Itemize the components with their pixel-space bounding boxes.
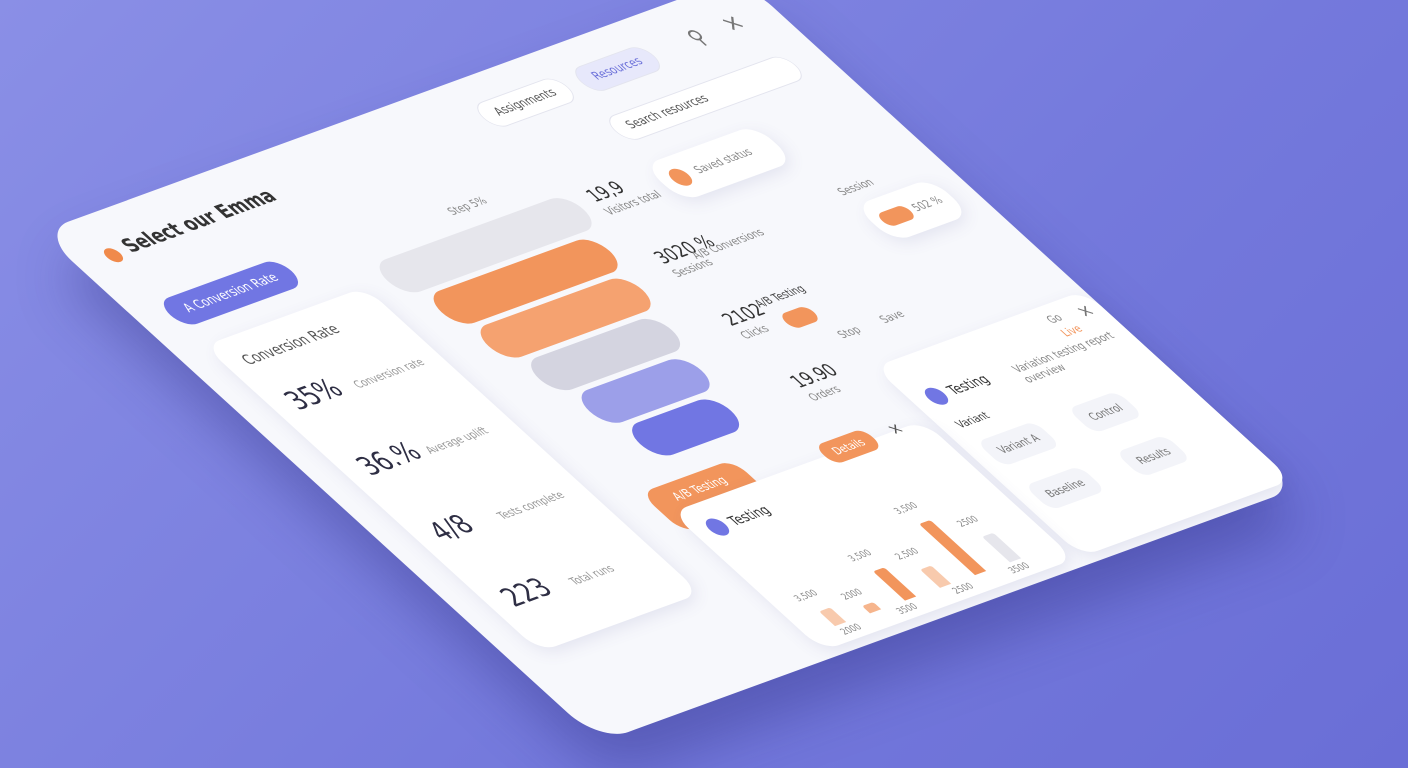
tab[interactable]: Resources [568,43,668,95]
bar-label: 2500 [955,514,982,530]
chart-title: Testing [723,502,775,529]
chip: Baseline [1024,465,1107,511]
stats-label: Conversion Rate [236,320,345,369]
tag: Go [1043,311,1066,326]
status-widget: Saved status [643,124,795,202]
bar-label: 2,500 [893,546,922,562]
bar-label: 3,500 [792,588,821,604]
stat-value: 4/8 [420,509,483,548]
close-icon[interactable]: × [1069,299,1101,322]
stat-caption: Conversion rate [349,356,428,391]
mini-label: Stop [834,323,865,341]
bar-label: 3,500 [846,548,875,564]
session-label: Session [834,175,878,198]
bar [873,567,917,601]
logo [100,246,127,265]
search-icon[interactable]: ⚲ [680,24,715,50]
axis-label: 3500 [894,602,921,617]
chip: Control [1067,390,1145,434]
bar-label: 2000 [839,587,866,603]
details-button[interactable]: Details [813,428,884,465]
panel-title: Testing [942,371,994,398]
stat-value: 223 [492,572,561,613]
ab-pill [778,305,822,330]
bar-label: 3,500 [892,501,921,517]
chip: Variant A [976,420,1062,467]
chip: Results [1115,434,1193,478]
close-icon[interactable]: × [881,419,910,439]
tab[interactable]: Assignments [470,75,582,131]
mini-label: Save [876,307,908,326]
stat-caption: Total runs [565,562,618,588]
stat-caption: Average uplift [421,424,492,457]
funnel-label: Step 5% [444,194,491,218]
bar [862,601,882,614]
tag: Live [1057,322,1086,339]
axis-label: 2000 [838,622,865,638]
axis-label: 2500 [950,581,977,597]
ab-title: A/B Testing [751,282,809,310]
bar [920,565,952,588]
app-title: Select our Emma [116,185,283,258]
axis-label: 3500 [1006,561,1033,576]
stat-value: 36.% [348,436,431,482]
panel-sub: Variant [952,409,993,431]
bar [819,607,847,627]
session-value: 502 % [908,193,947,214]
stat-value: 35% [276,373,352,417]
dashboard-card: Select our Emma Assignments Resources ⚲ … [40,0,1300,743]
status-text: Saved status [690,145,756,176]
bar [982,532,1022,563]
stat-caption: Tests complete [493,488,568,522]
close-icon[interactable]: × [713,9,753,38]
